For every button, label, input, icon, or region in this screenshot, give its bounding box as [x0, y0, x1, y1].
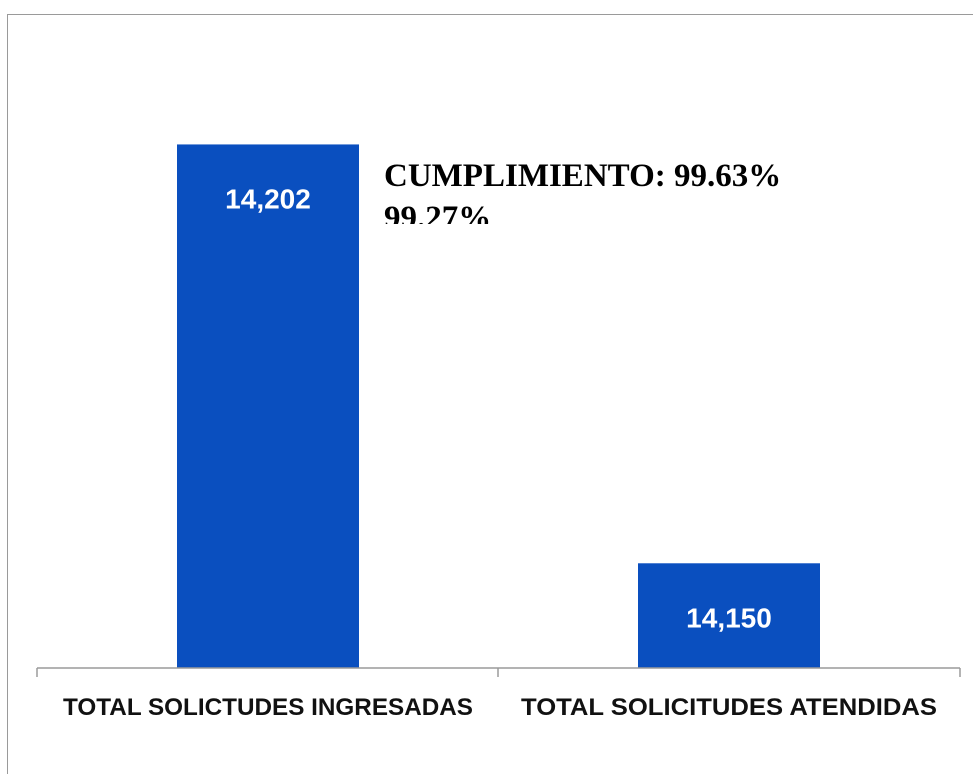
bar-value-label-2: 14,150 [686, 602, 772, 633]
x-tick-label-2: TOTAL SOLICITUDES ATENDIDAS [521, 694, 937, 721]
bar-2 [638, 563, 820, 668]
bar-1 [177, 144, 359, 668]
cumplimiento-annotation-secondary: 99.27% [384, 200, 492, 224]
cumplimiento-annotation: CUMPLIMIENTO: 99.63% [384, 158, 782, 194]
bar-value-label-1: 14,202 [225, 183, 311, 214]
x-tick-label-1: TOTAL SOLICTUDES INGRESADAS [63, 694, 473, 721]
bar-chart: 14,202 14,150 TOTAL SOLICTUDES INGRESADAS T… [36, 144, 961, 721]
bars-layer [177, 144, 820, 668]
labels-layer: 14,202 14,150 TOTAL SOLICTUDES INGRESADAS T… [63, 183, 937, 721]
